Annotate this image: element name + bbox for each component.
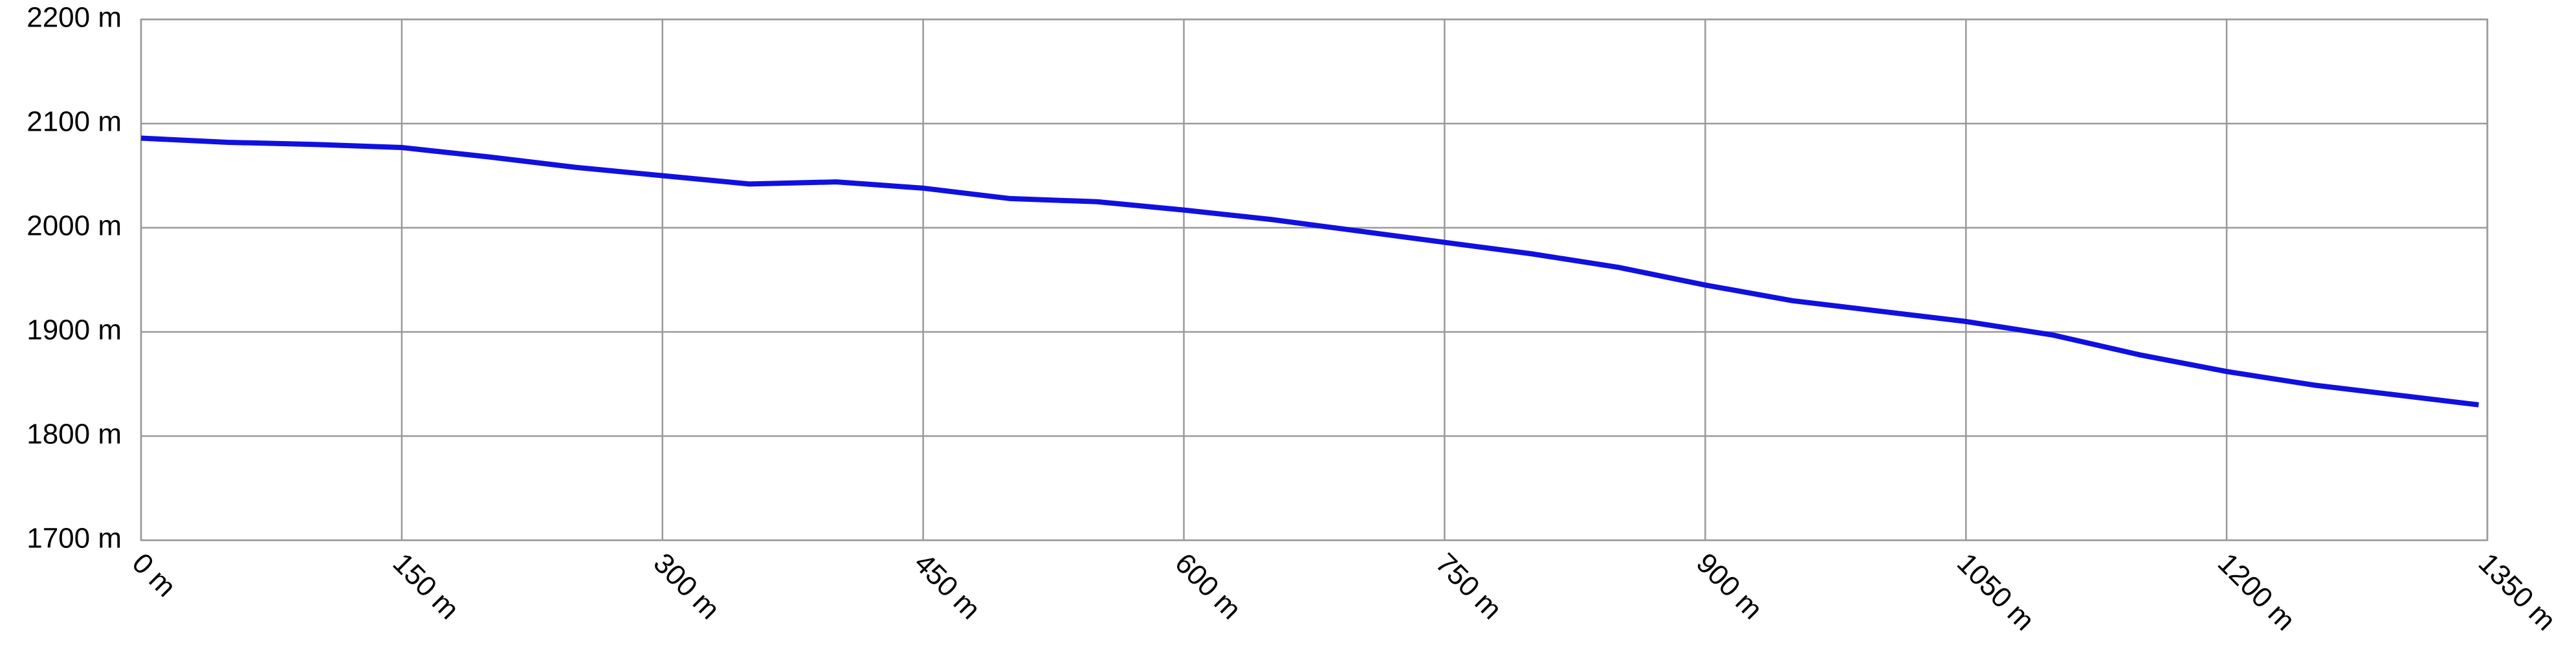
- x-tick-label: 1200 m: [2212, 547, 2301, 637]
- x-tick-label: 1050 m: [1951, 547, 2040, 637]
- x-tick-label: 750 m: [1429, 547, 1508, 626]
- x-tick-label: 0 m: [126, 547, 182, 604]
- x-tick-label: 600 m: [1169, 547, 1247, 626]
- y-tick-label: 1700 m: [27, 523, 122, 554]
- x-tick-label: 300 m: [647, 547, 725, 626]
- x-tick-label: 1350 m: [2472, 547, 2562, 637]
- x-tick-label: 450 m: [908, 547, 986, 626]
- y-tick-label: 2200 m: [27, 2, 122, 34]
- y-tick-label: 2000 m: [27, 210, 122, 242]
- y-tick-label: 1800 m: [27, 419, 122, 450]
- x-tick-label: 150 m: [387, 547, 465, 626]
- x-tick-label: 900 m: [1690, 547, 1768, 626]
- plot-border: [140, 18, 2489, 542]
- y-tick-label: 2100 m: [27, 106, 122, 138]
- elevation-line: [140, 135, 2480, 408]
- y-tick-label: 1900 m: [27, 314, 122, 346]
